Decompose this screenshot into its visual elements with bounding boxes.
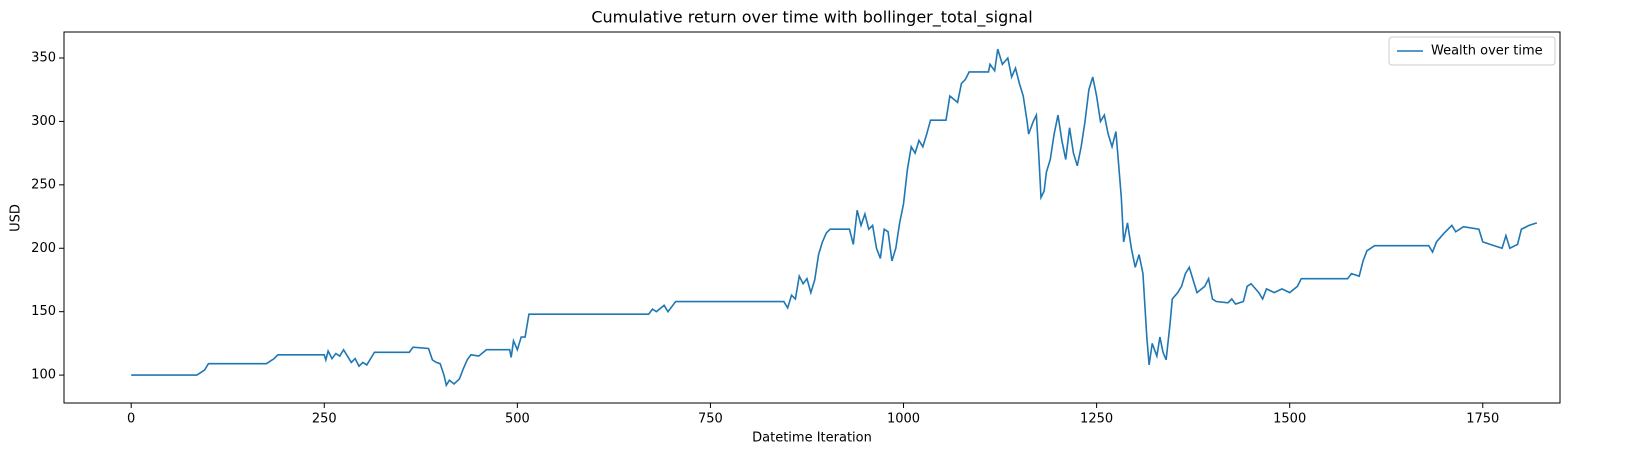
y-tick-label: 300	[31, 114, 56, 129]
x-tick-label: 500	[505, 412, 530, 427]
legend-label: Wealth over time	[1431, 44, 1543, 59]
x-tick-label: 0	[127, 412, 135, 427]
x-axis-label: Datetime Iteration	[752, 431, 872, 446]
chart-title: Cumulative return over time with bolling…	[591, 8, 1032, 28]
line	[131, 48, 1538, 388]
plot-frame	[63, 31, 1561, 404]
y-tick-label: 250	[31, 177, 56, 192]
x-tick-label: 1250	[1080, 412, 1113, 427]
legend-box	[1388, 36, 1556, 66]
x-tick-label: 750	[698, 412, 723, 427]
y-tick-label: 200	[31, 241, 56, 256]
x-tick-label: 1500	[1273, 412, 1306, 427]
x-tick-label: 1750	[1466, 412, 1499, 427]
x-tick-label: 1000	[887, 412, 920, 427]
y-axis-label: USD	[9, 204, 24, 232]
x-tick-label: 250	[312, 412, 337, 427]
y-tick-label: 100	[31, 368, 56, 383]
y-tick-label: 150	[31, 304, 56, 319]
y-tick-label: 350	[31, 51, 56, 66]
